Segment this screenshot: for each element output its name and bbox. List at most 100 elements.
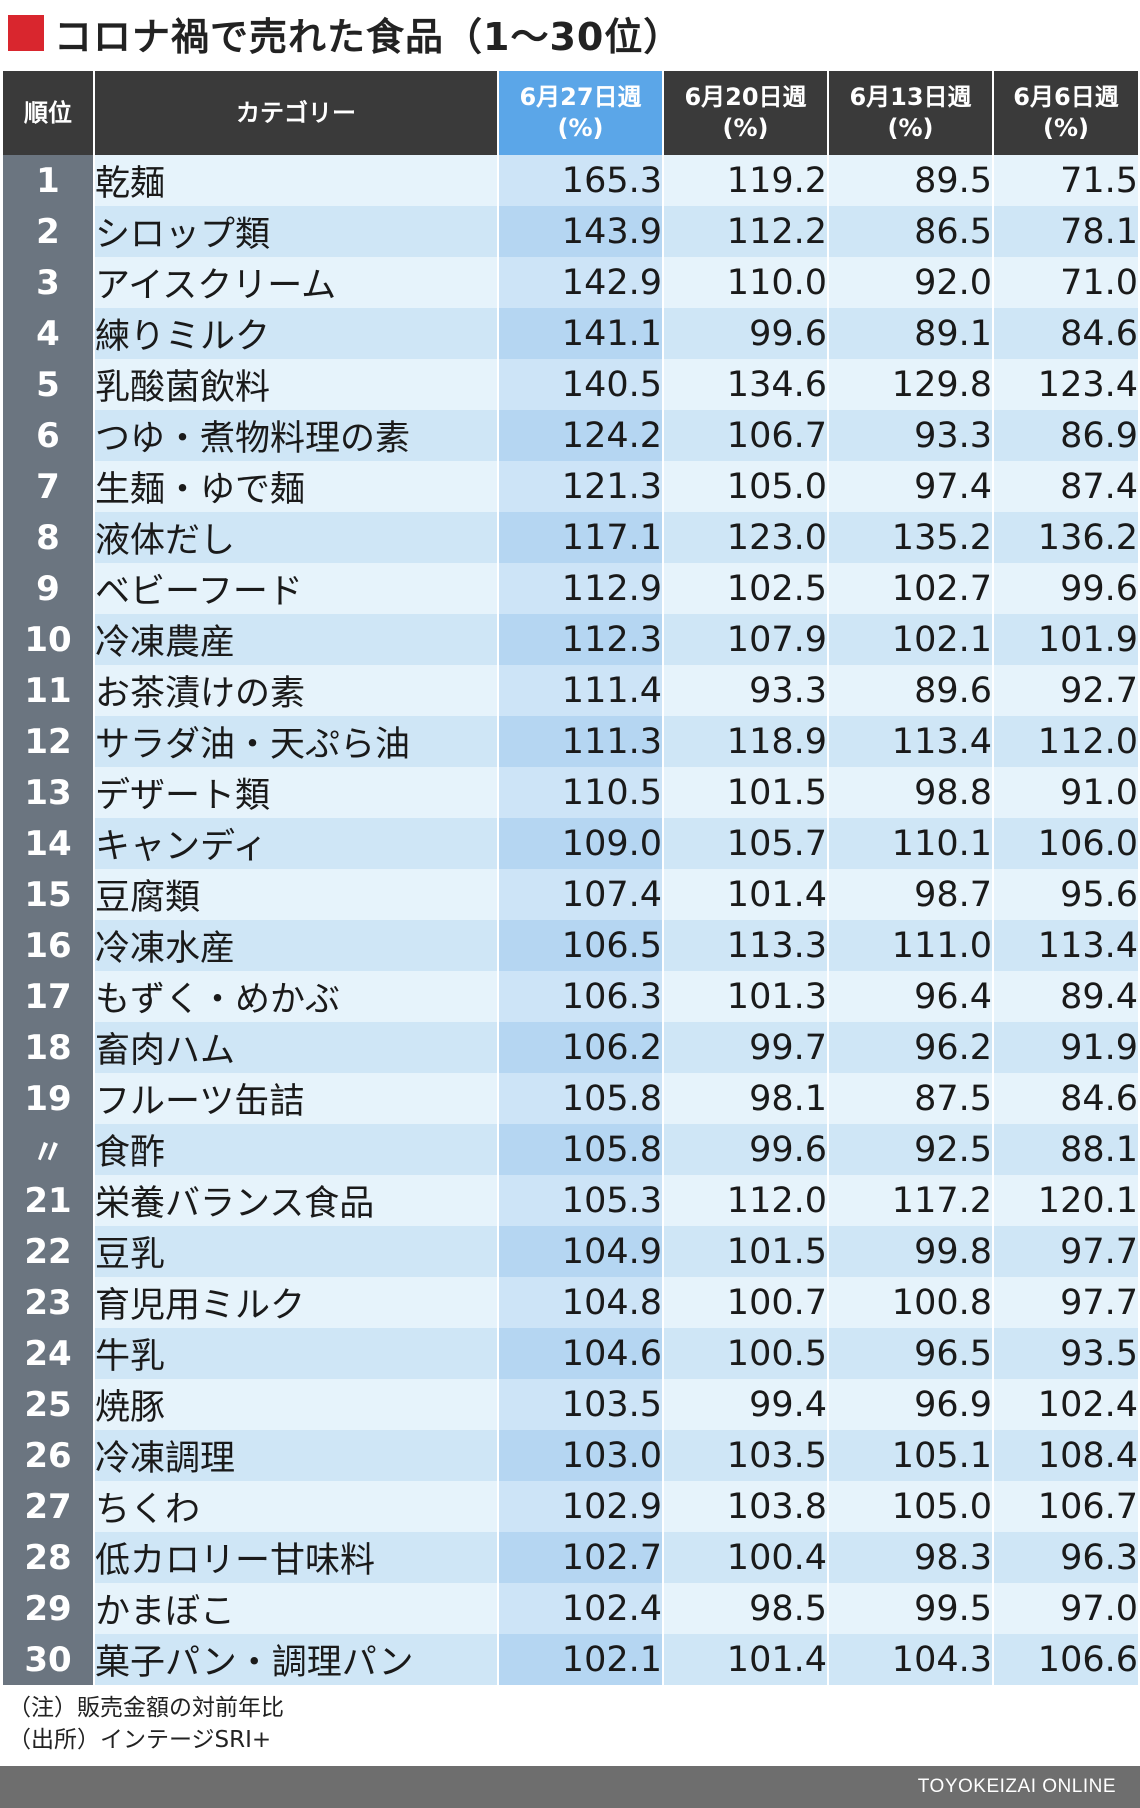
value-cell-jun27: 140.5 [498,359,664,410]
table-row: 21 栄養バランス食品 105.3 112.0 117.2 120.1 [3,1175,1140,1226]
ranking-table: 順位 カテゴリー 6月27日週 (%) 6月20日週 (%) 6月13日週 (%… [3,71,1140,1685]
rank-cell: 24 [3,1328,95,1379]
value-cell-jun6: 97.7 [993,1277,1140,1328]
value-cell-jun27: 104.9 [498,1226,664,1277]
rank-cell: 25 [3,1379,95,1430]
value-cell-jun13: 105.1 [828,1430,994,1481]
value-cell-jun27: 143.9 [498,206,664,257]
rank-cell: 10 [3,614,95,665]
value-cell-jun27: 105.3 [498,1175,664,1226]
value-cell-jun6: 91.0 [993,767,1140,818]
value-cell-jun13: 102.1 [828,614,994,665]
category-cell: つゆ・煮物料理の素 [94,410,499,461]
note-text: （注）販売金額の対前年比 [8,1695,284,1721]
category-cell: ベビーフード [94,563,499,614]
week-header-jun6: 6月6日週 (%) [993,71,1140,155]
category-cell: 冷凍水産 [94,920,499,971]
value-cell-jun6: 136.2 [993,512,1140,563]
category-cell: 畜肉ハム [94,1022,499,1073]
table-row: 23 育児用ミルク 104.8 100.7 100.8 97.7 [3,1277,1140,1328]
value-cell-jun20: 100.7 [663,1277,829,1328]
value-cell-jun27: 142.9 [498,257,664,308]
footer-bar: TOYOKEIZAI ONLINE [0,1766,1140,1808]
value-cell-jun20: 119.2 [663,155,829,206]
rank-cell: 14 [3,818,95,869]
table-header-row: 順位 カテゴリー 6月27日週 (%) 6月20日週 (%) 6月13日週 (%… [3,71,1140,155]
value-cell-jun20: 113.3 [663,920,829,971]
value-cell-jun20: 101.5 [663,767,829,818]
category-cell: 低カロリー甘味料 [94,1532,499,1583]
value-cell-jun20: 101.4 [663,1634,829,1685]
value-cell-jun13: 96.5 [828,1328,994,1379]
value-cell-jun27: 124.2 [498,410,664,461]
category-cell: 冷凍調理 [94,1430,499,1481]
rank-cell: 27 [3,1481,95,1532]
table-row: 12 サラダ油・天ぷら油 111.3 118.9 113.4 112.0 [3,716,1140,767]
category-cell: アイスクリーム [94,257,499,308]
value-cell-jun27: 102.9 [498,1481,664,1532]
category-cell: シロップ類 [94,206,499,257]
table-row: 18 畜肉ハム 106.2 99.7 96.2 91.9 [3,1022,1140,1073]
value-cell-jun6: 120.1 [993,1175,1140,1226]
value-cell-jun20: 93.3 [663,665,829,716]
value-cell-jun13: 104.3 [828,1634,994,1685]
rank-cell: 8 [3,512,95,563]
value-cell-jun27: 106.5 [498,920,664,971]
week-header-jun27: 6月27日週 (%) [498,71,664,155]
table-row: 14 キャンディ 109.0 105.7 110.1 106.0 [3,818,1140,869]
value-cell-jun20: 107.9 [663,614,829,665]
table-row: 13 デザート類 110.5 101.5 98.8 91.0 [3,767,1140,818]
rank-cell: 18 [3,1022,95,1073]
value-cell-jun13: 110.1 [828,818,994,869]
category-cell: 栄養バランス食品 [94,1175,499,1226]
category-cell: 育児用ミルク [94,1277,499,1328]
value-cell-jun13: 93.3 [828,410,994,461]
value-cell-jun20: 98.1 [663,1073,829,1124]
rank-cell: 2 [3,206,95,257]
value-cell-jun6: 106.0 [993,818,1140,869]
value-cell-jun27: 165.3 [498,155,664,206]
value-cell-jun13: 87.5 [828,1073,994,1124]
page-title: コロナ禍で売れた食品（1〜30位） [54,14,683,59]
value-cell-jun27: 105.8 [498,1073,664,1124]
value-cell-jun20: 102.5 [663,563,829,614]
value-cell-jun20: 110.0 [663,257,829,308]
value-cell-jun20: 101.3 [663,971,829,1022]
value-cell-jun20: 101.4 [663,869,829,920]
table-row: 27 ちくわ 102.9 103.8 105.0 106.7 [3,1481,1140,1532]
title-row: コロナ禍で売れた食品（1〜30位） [8,6,682,60]
value-cell-jun13: 99.5 [828,1583,994,1634]
value-cell-jun20: 123.0 [663,512,829,563]
value-cell-jun13: 89.6 [828,665,994,716]
value-cell-jun27: 111.4 [498,665,664,716]
category-cell: かまぼこ [94,1583,499,1634]
value-cell-jun27: 105.8 [498,1124,664,1175]
table-row: 26 冷凍調理 103.0 103.5 105.1 108.4 [3,1430,1140,1481]
value-cell-jun20: 99.7 [663,1022,829,1073]
rank-cell: 11 [3,665,95,716]
value-cell-jun13: 105.0 [828,1481,994,1532]
value-cell-jun27: 121.3 [498,461,664,512]
category-cell: 練りミルク [94,308,499,359]
category-cell: キャンディ [94,818,499,869]
table-body: 1 乾麺 165.3 119.2 89.5 71.5 2 シロップ類 143.9 112.2 86.… [3,155,1140,1685]
rank-cell: 26 [3,1430,95,1481]
value-cell-jun6: 87.4 [993,461,1140,512]
value-cell-jun13: 98.8 [828,767,994,818]
category-cell: 豆腐類 [94,869,499,920]
value-cell-jun13: 86.5 [828,206,994,257]
value-cell-jun6: 78.1 [993,206,1140,257]
table-row: 16 冷凍水産 106.5 113.3 111.0 113.4 [3,920,1140,971]
value-cell-jun20: 134.6 [663,359,829,410]
value-cell-jun13: 97.4 [828,461,994,512]
value-cell-jun27: 112.3 [498,614,664,665]
value-cell-jun27: 104.8 [498,1277,664,1328]
value-cell-jun13: 92.0 [828,257,994,308]
value-cell-jun6: 108.4 [993,1430,1140,1481]
value-cell-jun27: 141.1 [498,308,664,359]
value-cell-jun20: 101.5 [663,1226,829,1277]
value-cell-jun6: 84.6 [993,1073,1140,1124]
table-row: 7 生麺・ゆで麺 121.3 105.0 97.4 87.4 [3,461,1140,512]
rank-cell: 28 [3,1532,95,1583]
table-row: 28 低カロリー甘味料 102.7 100.4 98.3 96.3 [3,1532,1140,1583]
